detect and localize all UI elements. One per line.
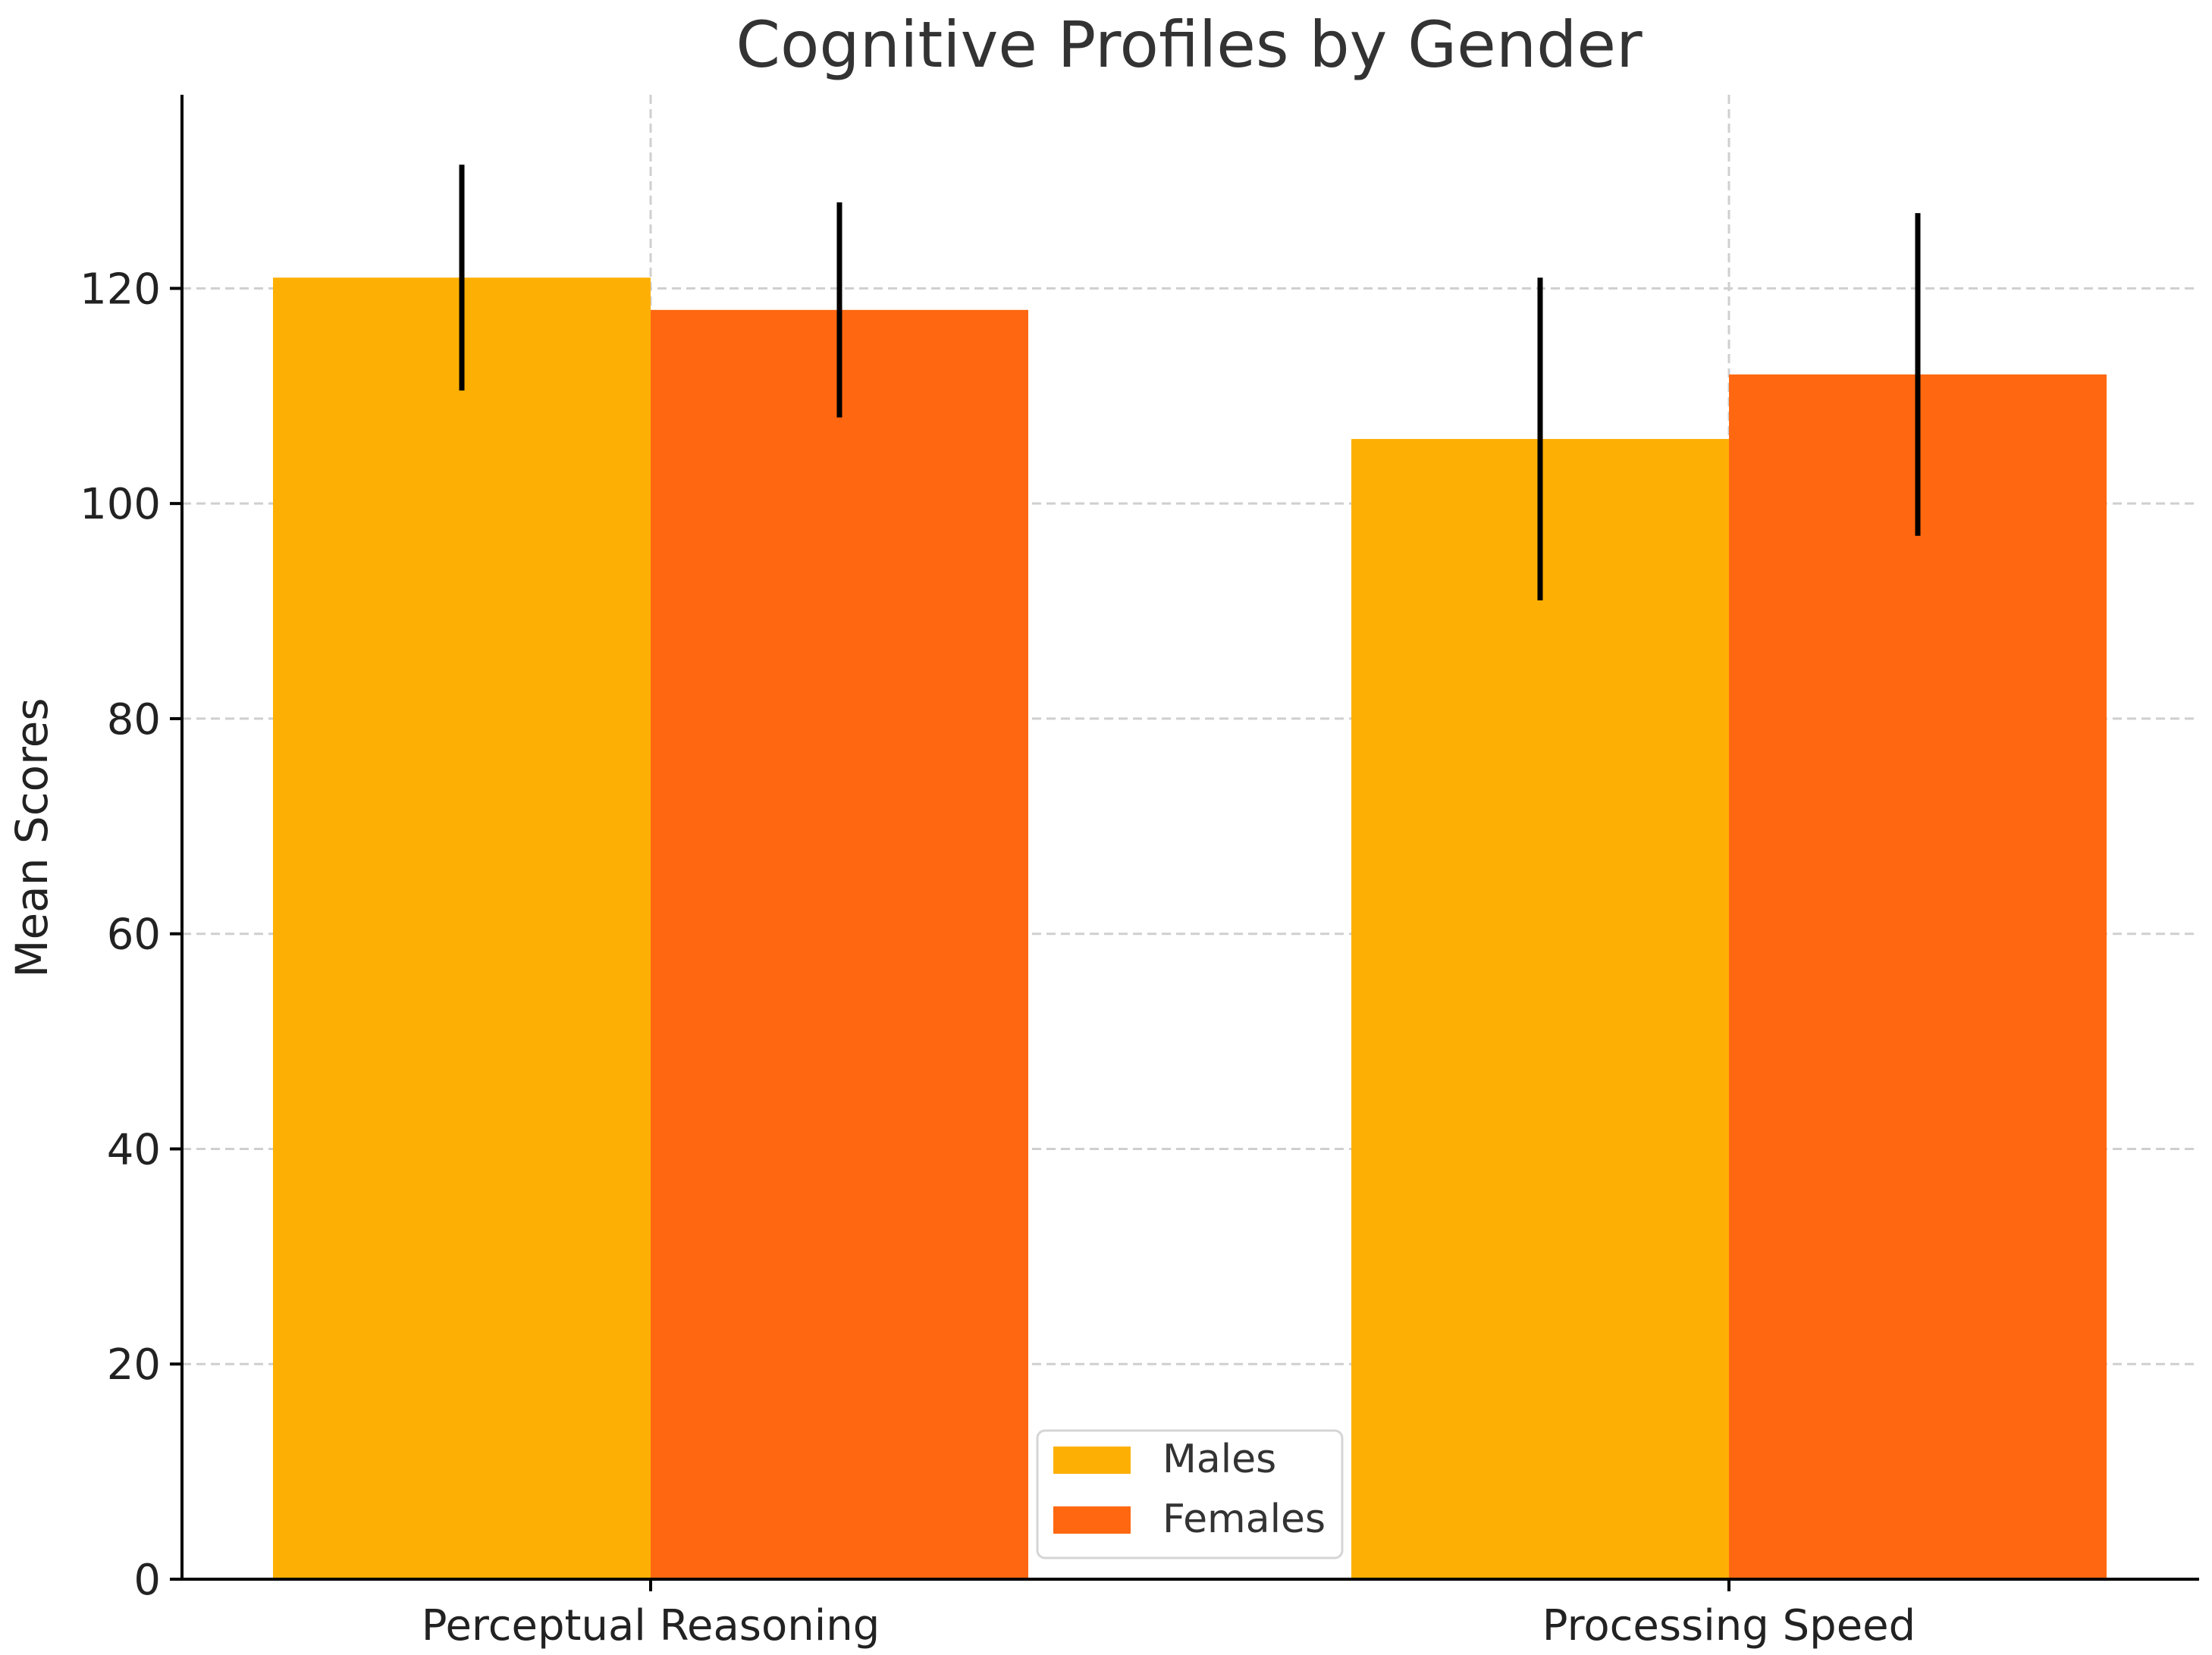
y-tick-label: 0 — [133, 1556, 161, 1605]
bar-females-0 — [651, 309, 1028, 1580]
y-tick-label: 60 — [107, 911, 161, 960]
legend-swatch-females — [1053, 1506, 1131, 1534]
y-tick-label: 80 — [107, 695, 161, 744]
error-bars-layer — [459, 165, 1921, 600]
bar-males-1 — [1351, 439, 1729, 1579]
y-tick-label: 40 — [107, 1125, 161, 1174]
x-tick-label: Processing Speed — [1542, 1601, 1915, 1650]
y-tick-label: 120 — [80, 265, 161, 314]
legend-label-females: Females — [1162, 1497, 1326, 1542]
y-tick-label: 20 — [107, 1340, 161, 1390]
bars-layer — [273, 277, 2107, 1580]
bar-males-0 — [273, 277, 651, 1580]
legend-label-males: Males — [1162, 1437, 1276, 1482]
x-tick-label: Perceptual Reasoning — [422, 1601, 880, 1650]
legend-swatch-males — [1053, 1447, 1131, 1474]
y-axis-label: Mean Scores — [6, 697, 58, 977]
legend: Males Females — [1036, 1429, 1344, 1559]
y-tick-label: 100 — [80, 480, 161, 529]
chart-title: Cognitive Profiles by Gender — [736, 8, 1643, 82]
x-ticks: Perceptual Reasoning Processing Speed — [422, 1579, 1915, 1650]
bar-females-1 — [1729, 374, 2107, 1579]
y-ticks: 0 20 40 60 80 100 120 — [80, 265, 182, 1605]
